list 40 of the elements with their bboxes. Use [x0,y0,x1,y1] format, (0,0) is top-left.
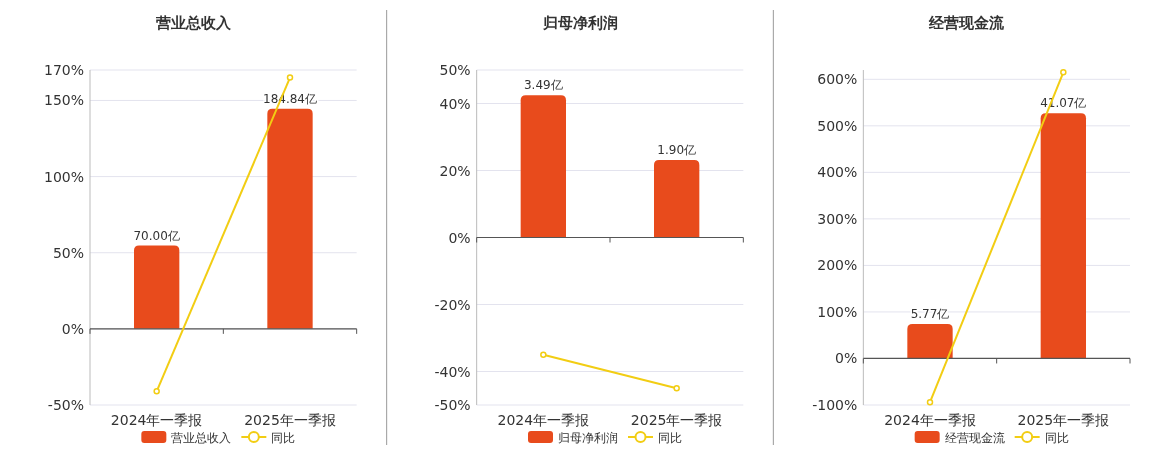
data-label: 1.90亿 [657,142,697,157]
chart-title: 归母净利润 [541,14,618,32]
y-tick-label: 500% [817,117,858,134]
y-tick-label: 300% [817,210,858,227]
chart-title: 营业总收入 [154,14,232,32]
chart-title: 经营现金流 [928,14,1006,32]
y-tick-label: -40% [434,363,471,380]
data-label: 70.00亿 [133,228,180,243]
legend-label: 营业总收入 [171,431,232,445]
y-tick-label: -100% [812,397,858,413]
y-tick-label: 600% [817,71,858,88]
y-tick-label: 100% [43,168,84,185]
y-tick-label: 200% [817,257,858,274]
data-label: 3.49亿 [523,78,563,93]
legend-label: 归母净利润 [558,431,618,445]
y-tick-label: 100% [817,303,858,320]
y-tick-label: 0% [835,350,858,367]
y-tick-label: 150% [43,92,84,109]
y-tick-label: 0% [61,320,84,337]
data-label: 5.77亿 [910,307,950,322]
y-tick-label: -20% [434,296,471,313]
y-tick-label: 40% [439,95,471,112]
y-tick-label: 0% [448,229,471,246]
x-tick-label: 2024年一季报 [884,412,976,428]
y-tick-label: 400% [817,164,858,181]
legend-label: 同比 [1044,431,1069,445]
legend-label: 同比 [271,431,296,445]
y-tick-label: 170% [43,62,84,78]
y-tick-label: -50% [434,397,471,413]
y-tick-label: 50% [439,62,471,78]
x-tick-label: 2025年一季报 [244,412,336,428]
y-tick-label: -50% [47,397,84,413]
y-tick-label: 50% [52,244,84,261]
y-tick-label: 20% [439,162,471,179]
legend-label: 经营现金流 [944,431,1005,445]
x-tick-label: 2025年一季报 [1017,412,1110,428]
x-tick-label: 2024年一季报 [110,412,203,428]
legend-label: 同比 [658,431,682,445]
x-tick-label: 2024年一季报 [497,412,590,428]
x-tick-label: 2025年一季报 [630,412,723,428]
